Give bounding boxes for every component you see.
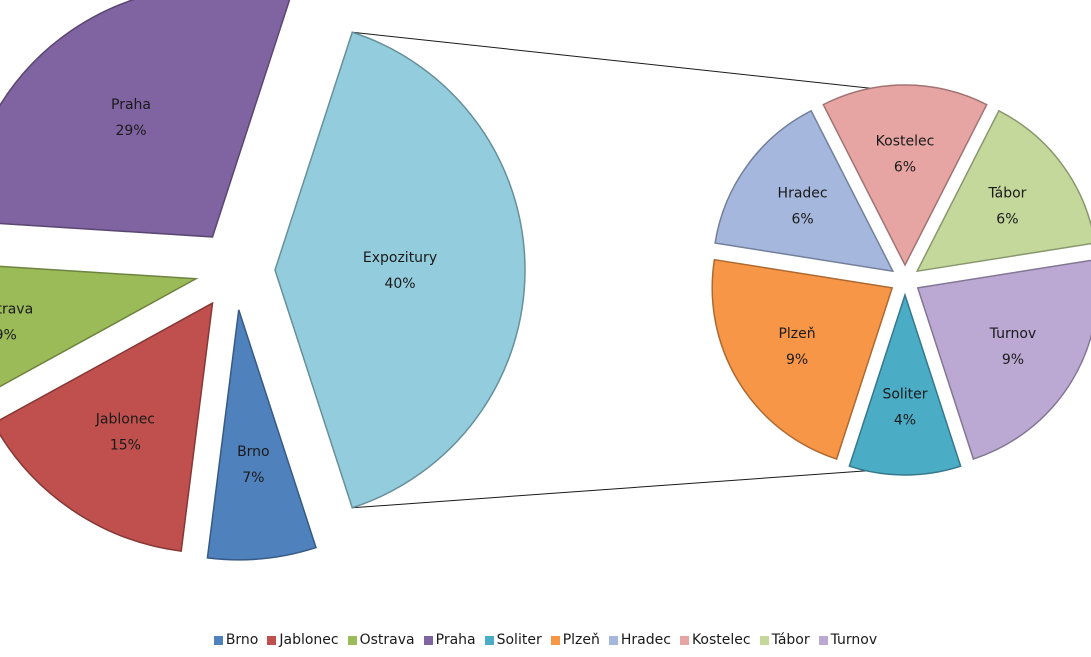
secondary-label-soliter: Soliter [882, 387, 927, 403]
primary-slice-expozitury [274, 31, 526, 509]
secondary-percent-soliter: 4% [894, 413, 916, 429]
legend-item-ostrava: Ostrava [347, 632, 415, 648]
legend-item-hradec: Hradec [608, 632, 671, 648]
connector-line-bottom [352, 467, 906, 509]
legend-label: Hradec [620, 632, 671, 648]
chart-legend: Brno Jablonec Ostrava Praha Soliter Plzeň Hrad… [0, 630, 1091, 650]
secondary-percent-kostelec: 6% [894, 159, 916, 175]
secondary-percent-tabor: 6% [996, 212, 1018, 228]
primary-percent-praha: 29% [115, 123, 146, 139]
legend-item-turnov: Turnov [818, 632, 878, 648]
legend-swatch [423, 635, 433, 645]
primary-percent-brno: 7% [242, 470, 264, 486]
legend-label: Brno [225, 632, 259, 648]
primary-percent-jablonec: 15% [110, 437, 141, 453]
legend-swatch [213, 635, 223, 645]
legend-item-kostelec: Kostelec [679, 632, 751, 648]
primary-label-jablonec: Jablonec [95, 411, 155, 427]
connector-line-top [352, 31, 906, 93]
legend-label: Tábor [771, 632, 810, 648]
legend-label: Soliter [496, 632, 542, 648]
legend-item-soliter: Soliter [484, 632, 542, 648]
legend-item-brno: Brno [213, 632, 259, 648]
primary-label-expozitury: Expozitury [363, 250, 437, 266]
primary-label-ostrava: Ostrava [0, 301, 33, 317]
legend-label: Jablonec [279, 632, 339, 648]
primary-slice-praha [0, 0, 291, 238]
chart-plot-area: Brno 7% Jablonec 15% Ostrava 9% Praha 29% Expozi… [0, 0, 1091, 561]
legend-item-jablonec: Jablonec [267, 632, 339, 648]
secondary-label-plzen: Plzeň [778, 326, 815, 342]
primary-slice-brno [206, 309, 317, 561]
secondary-percent-plzen: 9% [786, 352, 808, 368]
legend-label: Praha [435, 632, 476, 648]
legend-swatch [818, 635, 828, 645]
legend-swatch [679, 635, 689, 645]
secondary-slice-kostelec [822, 84, 988, 267]
secondary-slice-soliter [848, 292, 962, 476]
secondary-label-turnov: Turnov [989, 326, 1037, 342]
legend-label: Plzeň [562, 632, 600, 648]
legend-swatch [759, 635, 769, 645]
secondary-label-kostelec: Kostelec [876, 133, 935, 149]
secondary-slice-turnov [916, 259, 1091, 460]
primary-percent-ostrava: 9% [0, 327, 17, 343]
connector-lines [352, 31, 906, 509]
primary-percent-expozitury: 40% [384, 276, 415, 292]
primary-label-praha: Praha [111, 97, 151, 113]
legend-label: Turnov [830, 632, 878, 648]
secondary-slice-hradec [714, 109, 895, 273]
primary-slice-ostrava [0, 265, 199, 388]
secondary-label-hradec: Hradec [778, 186, 828, 202]
primary-slice-jablonec [0, 301, 214, 552]
legend-swatch [550, 635, 560, 645]
legend-item-tabor: Tábor [759, 632, 810, 648]
secondary-label-tabor: Tábor [987, 186, 1026, 202]
legend-swatch [608, 635, 618, 645]
legend-label: Kostelec [691, 632, 751, 648]
legend-swatch [267, 635, 277, 645]
secondary-slice-tabor [915, 109, 1091, 273]
secondary-percent-turnov: 9% [1002, 352, 1024, 368]
legend-swatch [347, 635, 357, 645]
secondary-percent-hradec: 6% [791, 212, 813, 228]
primary-label-brno: Brno [237, 444, 270, 460]
secondary-pie: Soliter 4% Plzeň 9% Hradec 6% Kostelec 6% Tábor 6… [711, 84, 1091, 476]
secondary-slice-plzen [711, 258, 894, 460]
legend-item-praha: Praha [423, 632, 476, 648]
legend-swatch [484, 635, 494, 645]
legend-item-plzen: Plzeň [550, 632, 600, 648]
legend-label: Ostrava [359, 632, 415, 648]
primary-pie: Brno 7% Jablonec 15% Ostrava 9% Praha 29% Expozi… [0, 0, 526, 561]
